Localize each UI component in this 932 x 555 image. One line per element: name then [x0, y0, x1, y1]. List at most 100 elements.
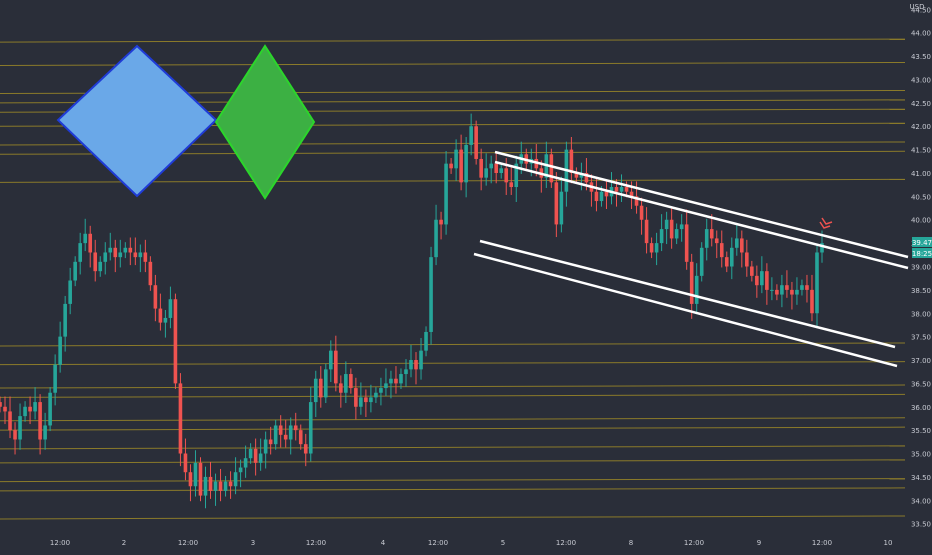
- candle-body: [113, 247, 118, 258]
- candle-body: [780, 285, 784, 295]
- candle-body: [604, 191, 609, 197]
- y-tick-label: 37.00: [911, 357, 931, 365]
- level-line[interactable]: [0, 361, 906, 366]
- candle-body: [785, 285, 789, 290]
- green-diamond[interactable]: [214, 44, 316, 200]
- x-tick-label: 3: [251, 539, 255, 547]
- candle-body: [223, 481, 228, 491]
- candle-body: [800, 285, 804, 290]
- candle-body: [323, 369, 328, 398]
- level-line[interactable]: [0, 384, 906, 389]
- candle-body: [68, 280, 72, 304]
- x-tick-label: 12:00: [178, 539, 198, 547]
- candle-body: [38, 402, 42, 440]
- candle-body: [469, 126, 473, 145]
- candle-body: [103, 252, 108, 262]
- candle-body: [815, 252, 819, 314]
- blue-diamond[interactable]: [56, 44, 218, 198]
- candle-body: [18, 416, 22, 440]
- candle-body: [449, 163, 453, 169]
- candle-body: [273, 425, 278, 445]
- x-tick-label: 12:00: [684, 539, 704, 547]
- candle-body: [419, 350, 423, 370]
- y-tick-label: 34.50: [911, 474, 931, 482]
- last-price-badge[interactable]: 39.47: [912, 237, 932, 247]
- candle-body: [689, 261, 694, 304]
- candle-body: [479, 158, 483, 178]
- x-tick-label: 12:00: [556, 539, 576, 547]
- diamond-shapes: [56, 44, 316, 200]
- channel-lower-line-2[interactable]: [473, 252, 898, 368]
- candle-body: [208, 476, 213, 491]
- y-tick-label: 36.50: [911, 380, 931, 388]
- x-tick-label: 12:00: [812, 539, 832, 547]
- candle-body: [88, 233, 93, 253]
- candle-body: [669, 219, 674, 239]
- channel-lower-line[interactable]: [479, 239, 896, 349]
- candle-body: [624, 187, 629, 192]
- level-line[interactable]: [0, 445, 906, 450]
- level-line[interactable]: [0, 38, 906, 43]
- candle-body: [258, 453, 263, 463]
- candle-body: [654, 243, 659, 253]
- level-line[interactable]: [0, 426, 906, 431]
- y-tick-label: 38.00: [911, 310, 931, 318]
- candle-body: [514, 163, 519, 188]
- candle-body: [0, 402, 2, 407]
- candle-body: [233, 472, 238, 487]
- candle-body: [699, 247, 704, 276]
- candle-body: [379, 388, 383, 393]
- candle-body: [3, 406, 7, 412]
- candle-body: [745, 252, 749, 267]
- candle-body: [93, 252, 98, 272]
- candle-body: [369, 397, 373, 403]
- candle-body: [173, 299, 178, 384]
- level-line[interactable]: [0, 459, 906, 464]
- candle-body: [619, 187, 624, 192]
- candle-body: [53, 364, 57, 393]
- candle-body: [73, 261, 77, 281]
- currency-label: USD: [910, 3, 925, 11]
- level-line[interactable]: [0, 487, 906, 492]
- channel-upper-line[interactable]: [494, 150, 909, 259]
- candle-body: [429, 257, 433, 332]
- candle-body: [253, 448, 258, 463]
- candle-body: [414, 360, 418, 370]
- candle-body: [354, 388, 358, 407]
- level-line[interactable]: [0, 393, 906, 398]
- level-line[interactable]: [0, 478, 906, 483]
- x-tick-label: 12:00: [428, 539, 448, 547]
- candle-body: [389, 378, 393, 384]
- y-tick-label: 35.00: [911, 451, 931, 459]
- candle-body: [765, 271, 769, 290]
- level-line[interactable]: [0, 515, 906, 520]
- candle-body: [584, 172, 589, 183]
- level-line[interactable]: [0, 417, 906, 422]
- candle-body: [48, 392, 52, 426]
- candle-body: [374, 392, 378, 398]
- candle-body: [133, 252, 138, 258]
- candle-body: [594, 191, 599, 202]
- candle-body: [755, 275, 759, 286]
- candle-body: [729, 247, 734, 267]
- candle-body: [83, 233, 88, 244]
- candle-body: [364, 397, 368, 403]
- channel-upper-line-2[interactable]: [494, 160, 909, 270]
- candle-body: [318, 378, 323, 398]
- candle-body: [228, 481, 233, 487]
- candle-body: [659, 229, 664, 244]
- candle-body: [494, 163, 499, 173]
- y-tick-label: 43.00: [911, 76, 931, 84]
- candle-body: [724, 257, 729, 267]
- level-line[interactable]: [0, 342, 906, 347]
- candle-body: [554, 182, 559, 225]
- red-chevron-icon: [819, 217, 833, 229]
- candle-body: [359, 397, 363, 407]
- candle-body: [574, 172, 579, 178]
- candle-body: [409, 360, 413, 370]
- secondary-badge[interactable]: 18:25: [912, 248, 932, 258]
- candle-body: [329, 350, 333, 370]
- candle-body: [13, 430, 17, 440]
